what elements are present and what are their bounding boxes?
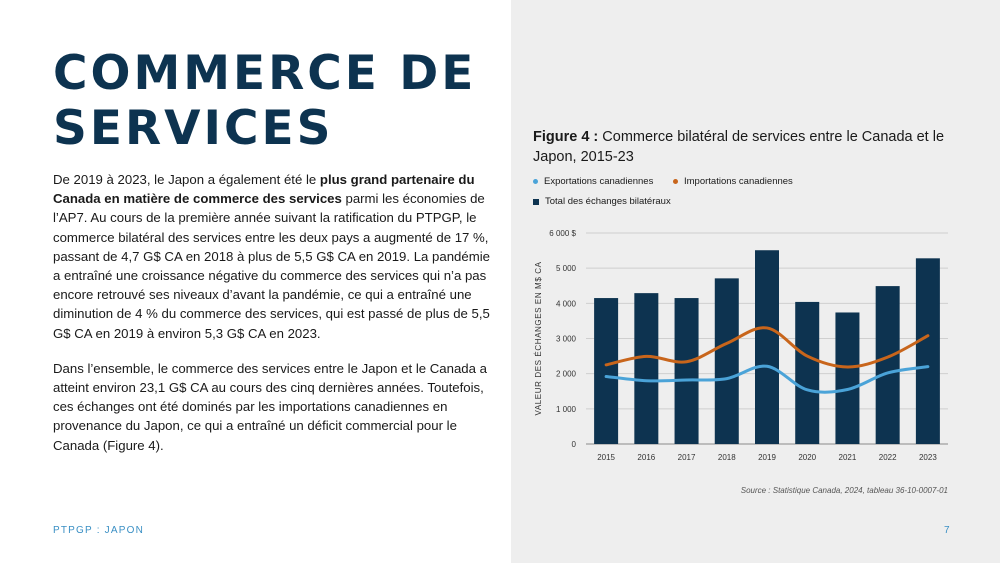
y-tick-label: 0 (572, 440, 577, 449)
legend-imports-label: Importations canadiennes (684, 176, 793, 187)
page-number: 7 (944, 525, 950, 536)
footer-label: PTPGP : JAPON (53, 525, 144, 536)
series-line (604, 326, 930, 369)
bar (594, 298, 619, 444)
x-tick-label: 2017 (678, 453, 696, 462)
paragraph-1-part1: De 2019 à 2023, le Japon a également été… (53, 172, 320, 187)
bar (714, 278, 739, 444)
page-title-line2: SERVICES (53, 101, 334, 156)
y-tick-label: 2 000 (556, 370, 577, 379)
x-tick-label: 2023 (919, 453, 937, 462)
figure-label: Figure 4 : (533, 129, 599, 145)
series-line (604, 364, 930, 394)
y-tick-label: 3 000 (556, 335, 577, 344)
legend-exports-label: Exportations canadiennes (544, 176, 654, 187)
legend-exports-marker (533, 179, 538, 184)
y-axis-label: VALEUR DES ÉCHANGES EN M$ CA (534, 261, 543, 415)
bar (835, 312, 860, 444)
legend-item-total: Total des échanges bilatéraux (533, 196, 671, 207)
figure-title: Figure 4 : Commerce bilatéral de service… (533, 128, 953, 167)
x-tick-label: 2018 (718, 453, 736, 462)
bar (875, 286, 900, 444)
x-tick-label: 2020 (798, 453, 816, 462)
bar (915, 258, 940, 444)
figure-source: Source : Statistique Canada, 2024, table… (740, 486, 948, 495)
legend-total-label: Total des échanges bilatéraux (545, 196, 671, 207)
paragraph-1-bold: plus grand partenaire du Canada en matiè… (53, 172, 475, 207)
page-title-line1: COMMERCE DE (53, 46, 477, 101)
body-text: De 2019 à 2023, le Japon a également été… (53, 170, 493, 471)
x-tick-label: 2022 (879, 453, 897, 462)
chart-area: 0 1 000 2 000 3 000 4 000 5 000 6 000 $ VALEUR … (534, 229, 948, 462)
bar (634, 293, 659, 444)
paragraph-2: Dans l’ensemble, le commerce des service… (53, 360, 487, 453)
x-tick-label: 2019 (758, 453, 776, 462)
y-tick-label: 5 000 (556, 264, 577, 273)
legend-item-exports: Exportations canadiennes (533, 176, 653, 187)
page-title: COMMERCE DE SERVICES (53, 46, 476, 156)
figure-caption: Commerce bilatéral de services entre le … (533, 129, 945, 165)
paragraph-1-part2: parmi les économies de l’AP7. Au cours d… (53, 191, 490, 341)
legend-total-marker (533, 198, 539, 205)
legend-imports-marker (673, 179, 678, 184)
y-tick-label: 6 000 $ (549, 229, 576, 238)
bar (755, 250, 779, 444)
bar (674, 298, 699, 444)
x-tick-label: 2015 (597, 453, 615, 462)
y-tick-label: 1 000 (556, 405, 577, 414)
text-panel: COMMERCE DE SERVICES De 2019 à 2023, le … (53, 46, 493, 536)
paragraph-1: De 2019 à 2023, le Japon a également été… (53, 170, 493, 343)
y-tick-label: 4 000 (556, 299, 577, 308)
x-tick-label: 2016 (637, 453, 655, 462)
bar (795, 301, 820, 444)
x-tick-label: 2021 (839, 453, 857, 462)
legend-item-imports: Importations canadiennes (673, 176, 793, 187)
